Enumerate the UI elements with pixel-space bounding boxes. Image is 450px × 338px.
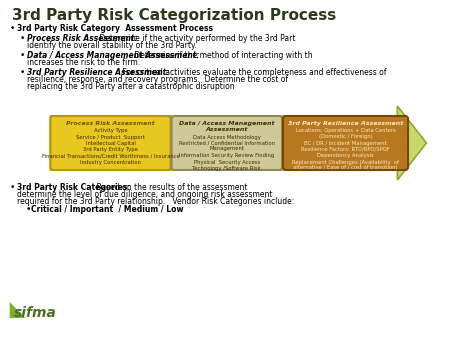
- Text: Data / Access Management
Assessment: Data / Access Management Assessment: [179, 121, 274, 132]
- Text: 3rd Party Risk Category  Assessment Process: 3rd Party Risk Category Assessment Proce…: [18, 24, 213, 33]
- Text: Data / Access Management Assessment:: Data / Access Management Assessment:: [27, 51, 199, 60]
- Text: Locations: Operations + Data Centers
(Domestic / Foreign): Locations: Operations + Data Centers (Do…: [296, 128, 396, 139]
- Text: 3rd Party Resilience Assessment:: 3rd Party Resilience Assessment:: [27, 68, 169, 77]
- Text: Resilience Factors: RTO/RPO/SPOF: Resilience Factors: RTO/RPO/SPOF: [301, 147, 390, 152]
- Text: Information Security Review Finding: Information Security Review Finding: [179, 153, 274, 158]
- Text: Technology /Software Risk: Technology /Software Risk: [193, 166, 261, 171]
- Polygon shape: [50, 106, 427, 180]
- Text: Based on the results of the assessment: Based on the results of the assessment: [94, 183, 248, 192]
- Text: required for the 3rd Party relationship.   Vendor Risk Categories include:: required for the 3rd Party relationship.…: [18, 197, 295, 206]
- Text: Industry Concentration: Industry Concentration: [80, 160, 141, 165]
- Text: replacing the 3rd Party after a catastrophic disruption: replacing the 3rd Party after a catastro…: [27, 82, 235, 91]
- FancyBboxPatch shape: [283, 116, 408, 170]
- Polygon shape: [10, 302, 25, 318]
- Text: Determine if the method of interacting with th: Determine if the method of interacting w…: [132, 51, 312, 60]
- Text: For critical activities evaluate the completeness and effectiveness of: For critical activities evaluate the com…: [120, 68, 387, 77]
- Text: Physical  Security Access: Physical Security Access: [194, 160, 260, 165]
- Text: identify the overall stability of the 3rd Party.: identify the overall stability of the 3r…: [27, 41, 197, 50]
- Text: Process Risk Assessment:: Process Risk Assessment:: [27, 34, 138, 43]
- Text: •: •: [19, 34, 25, 43]
- Text: 3rd Party Risk Categories:: 3rd Party Risk Categories:: [18, 183, 131, 192]
- Text: determine the level of due diligence, and ongoing risk assessment: determine the level of due diligence, an…: [18, 190, 273, 199]
- Text: sifma: sifma: [14, 306, 56, 320]
- Text: Intellectual Capital: Intellectual Capital: [86, 141, 135, 146]
- Text: Financial Transactions/Credit Worthiness / Insurance: Financial Transactions/Credit Worthiness…: [41, 154, 180, 159]
- Text: Replacement Challenges (Availability  of
alternative / Ease of / cost of transit: Replacement Challenges (Availability of …: [292, 160, 399, 170]
- Text: increases the risk to the firm.: increases the risk to the firm.: [27, 58, 140, 67]
- Text: 3rd Party Resilience Assessment: 3rd Party Resilience Assessment: [288, 121, 403, 126]
- Text: BC / DR / Incident Management: BC / DR / Incident Management: [304, 141, 387, 146]
- Text: Restricted / Confidential Information
Management: Restricted / Confidential Information Ma…: [179, 141, 275, 151]
- Text: •: •: [19, 51, 25, 60]
- Text: Critical / Important  / Medium / Low: Critical / Important / Medium / Low: [31, 205, 184, 214]
- Text: resilience, response, and recovery programs.  Determine the cost of: resilience, response, and recovery progr…: [27, 75, 288, 84]
- FancyBboxPatch shape: [171, 116, 282, 170]
- Text: 3rd Party Entity Type: 3rd Party Entity Type: [83, 147, 138, 152]
- Text: •: •: [19, 68, 25, 77]
- Text: Determine if the activity performed by the 3rd Part: Determine if the activity performed by t…: [97, 34, 295, 43]
- Text: Data Access Methodology: Data Access Methodology: [193, 135, 261, 140]
- Text: Activity Type: Activity Type: [94, 128, 127, 133]
- Text: 3rd Party Risk Categorization Process: 3rd Party Risk Categorization Process: [12, 8, 336, 23]
- Text: Process Risk Assessment: Process Risk Assessment: [66, 121, 155, 126]
- Text: •: •: [10, 183, 15, 192]
- Text: •: •: [10, 24, 15, 33]
- Text: Service / Product  Support: Service / Product Support: [76, 135, 145, 140]
- Text: •: •: [25, 205, 31, 214]
- Text: Dependency Analysis: Dependency Analysis: [317, 153, 374, 159]
- FancyBboxPatch shape: [50, 116, 171, 170]
